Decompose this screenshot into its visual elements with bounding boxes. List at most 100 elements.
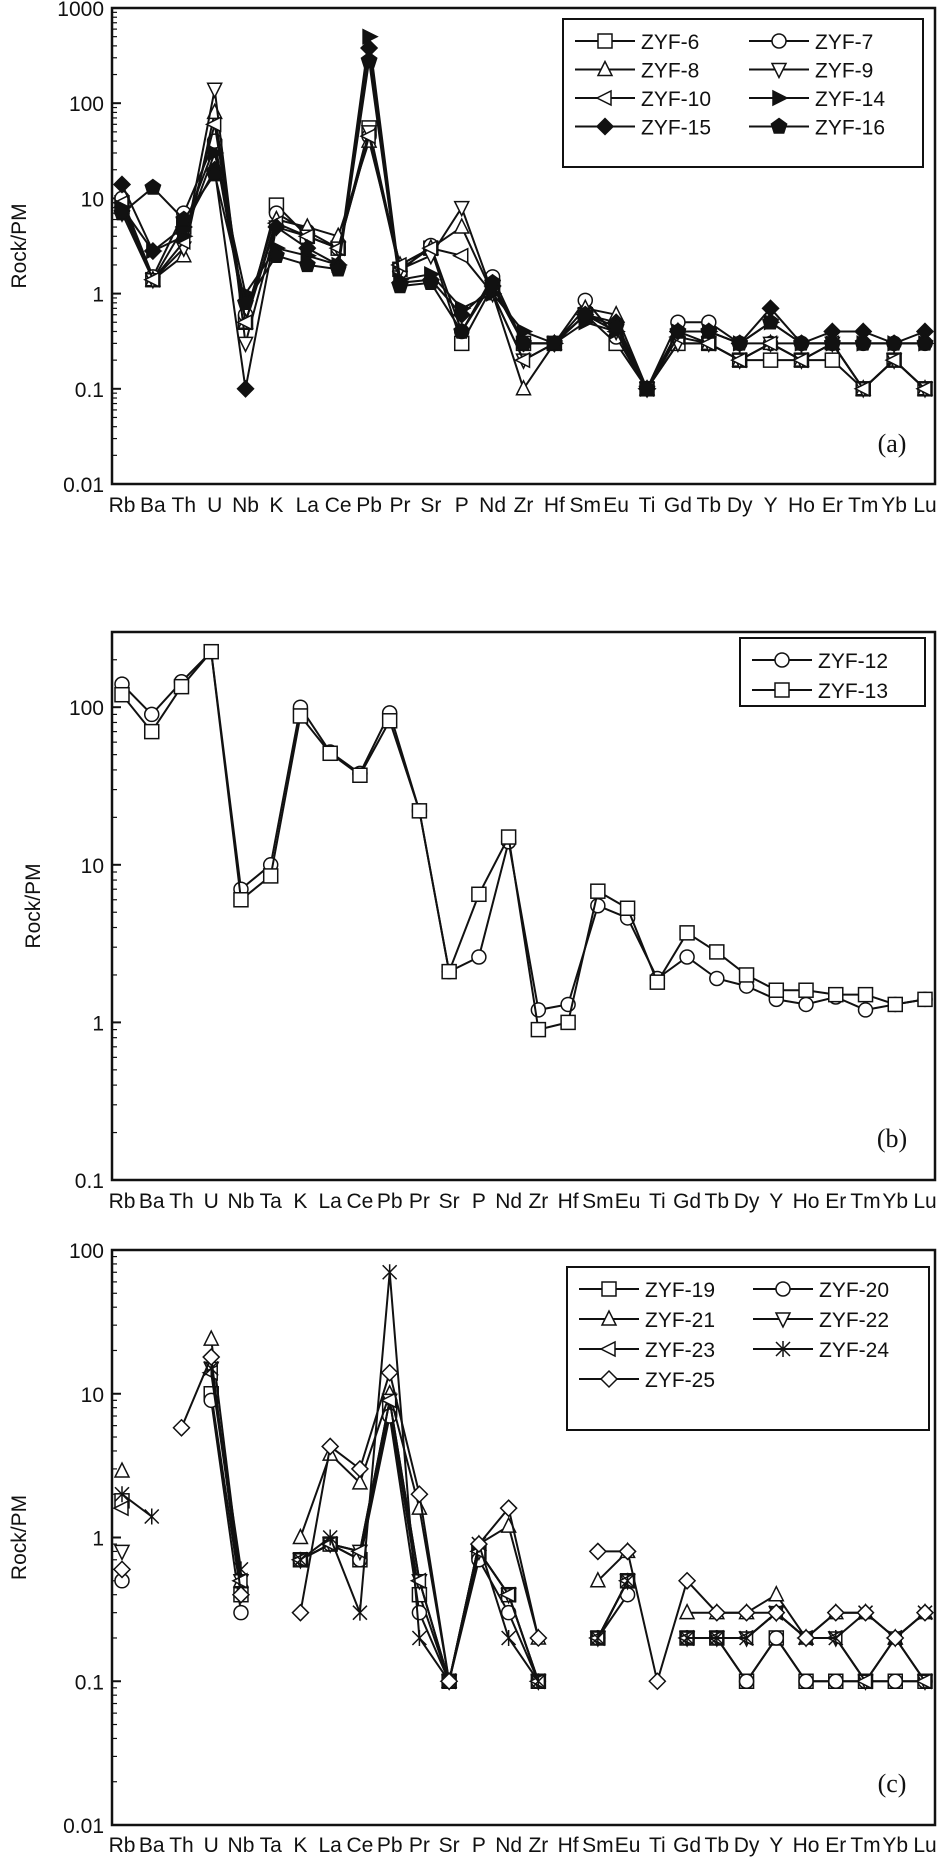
data-point [709, 970, 725, 987]
data-point [886, 1628, 905, 1648]
x-tick-label: Gd [664, 494, 692, 517]
data-point [796, 1628, 816, 1648]
data-point [679, 925, 695, 941]
data-point [709, 944, 725, 960]
legend-item: ZYF-8 [575, 60, 699, 83]
data-point [172, 1418, 191, 1437]
data-point [207, 144, 225, 162]
legend-item: ZYF-24 [753, 1339, 889, 1362]
data-point [297, 228, 315, 245]
chart-panel-b: 0.1 1 10 100 Rb Ba Th U Nb Ta K La Ce Pb Pr Sr P Nd Zr Hf Sm… [22, 630, 937, 1213]
data-point [619, 900, 636, 917]
x-tick-label: Gd [673, 1834, 701, 1857]
legend-item: ZYF-14 [749, 88, 885, 111]
data-point [351, 1473, 369, 1490]
data-point [679, 949, 695, 965]
legend-item: ZYF-10 [575, 88, 711, 111]
data-point [262, 868, 279, 884]
x-tick-label: Ce [325, 494, 352, 517]
x-tick-label: Hf [558, 1190, 579, 1213]
y-tick-label: 0.01 [63, 474, 104, 497]
legend-item: ZYF-15 [575, 117, 711, 140]
y-tick-label: 1 [92, 1528, 104, 1551]
legend-item: ZYF-19 [579, 1279, 715, 1302]
data-point [824, 352, 841, 368]
legend-label: ZYF-21 [645, 1309, 715, 1332]
data-point [484, 273, 502, 290]
data-point [826, 1603, 845, 1622]
y-tick-label: 100 [69, 93, 104, 116]
x-tick-label: Ho [788, 494, 815, 517]
panel-label: (a) [878, 429, 907, 458]
y-tick-label: 0.1 [75, 1671, 104, 1694]
data-point [203, 643, 219, 660]
x-tick-label: Er [825, 1834, 846, 1857]
legend-marker [770, 117, 788, 134]
y-tick-label: 10 [81, 1384, 104, 1407]
x-tick-label: Rb [109, 1834, 136, 1857]
legend-marker [599, 1369, 619, 1389]
data-point [441, 963, 457, 980]
data-point [409, 1572, 427, 1589]
x-tick-label: Dy [727, 494, 753, 517]
y-tick-label: 1 [92, 284, 104, 307]
x-tick-label: Tm [850, 1834, 880, 1857]
data-point [453, 217, 470, 234]
data-point [143, 723, 160, 740]
data-point [322, 1529, 338, 1546]
x-tick-label: Lu [913, 1834, 936, 1857]
data-point [793, 334, 810, 351]
data-point [515, 379, 532, 396]
x-tick-label: Gd [673, 1190, 701, 1213]
data-point [112, 175, 132, 194]
series-ZYF-16 [113, 51, 934, 397]
data-point [857, 1002, 874, 1018]
x-tick-label: P [472, 1834, 486, 1857]
x-tick-label: Ho [793, 1190, 820, 1213]
legend-marker [597, 33, 613, 49]
data-point [236, 379, 255, 398]
x-tick-label: Sm [570, 494, 602, 517]
x-tick-label: Pr [409, 1190, 430, 1213]
panel-label: (c) [878, 1769, 907, 1798]
data-point [352, 767, 368, 783]
data-point [382, 1264, 398, 1281]
data-point [762, 313, 780, 330]
legend-marker [775, 1281, 791, 1297]
data-point [590, 883, 606, 899]
data-point [360, 51, 378, 68]
x-tick-label: Nb [228, 1834, 255, 1857]
legend-label: ZYF-16 [815, 117, 885, 140]
x-tick-label: Ce [346, 1834, 373, 1857]
data-point [411, 1629, 427, 1646]
data-point [762, 352, 779, 368]
x-tick-label: Tb [705, 1190, 730, 1213]
x-tick-label: Zr [514, 494, 534, 517]
x-tick-label: Lu [913, 494, 936, 517]
x-tick-label: Eu [615, 1834, 641, 1857]
x-tick-label: Tm [850, 1190, 880, 1213]
y-axis-label: Rock/PM [8, 203, 31, 288]
x-tick-label: Nb [228, 1190, 255, 1213]
data-point [853, 380, 870, 398]
plot-frame [110, 630, 937, 1182]
series-ZYF-25 [112, 1347, 935, 1691]
data-point [206, 82, 223, 99]
x-tick-label: La [296, 494, 320, 517]
x-tick-label: Tm [848, 494, 878, 517]
data-point [854, 334, 872, 351]
legend-item: ZYF-12 [752, 650, 888, 673]
y-axis-label: Rock/PM [8, 1495, 31, 1580]
series-ZYF-13 [114, 643, 933, 1038]
data-point [767, 1603, 786, 1622]
data-point [529, 1628, 548, 1648]
data-point [421, 239, 438, 257]
x-tick-label: Nd [495, 1190, 522, 1213]
data-point [453, 200, 470, 218]
x-tick-label: Nd [479, 494, 506, 517]
data-point [144, 1508, 160, 1525]
data-point [350, 1459, 369, 1478]
x-tick-label: U [207, 494, 222, 517]
x-tick-label: Tb [705, 1834, 730, 1857]
data-point [856, 1603, 875, 1622]
